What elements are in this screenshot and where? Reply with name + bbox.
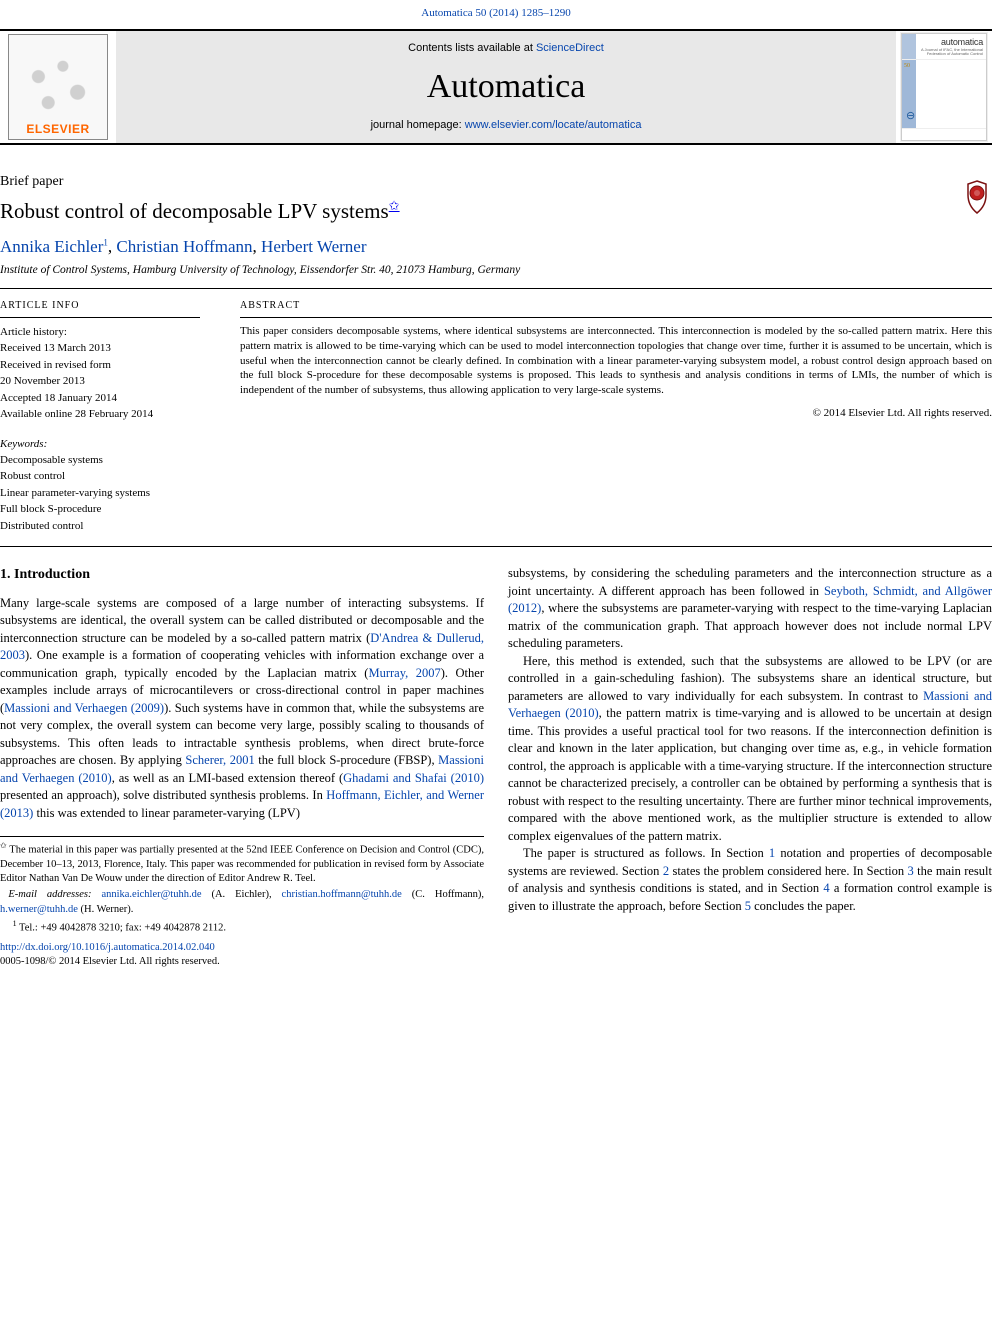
keyword: Decomposable systems	[0, 452, 200, 469]
page-header: Automatica 50 (2014) 1285–1290	[0, 0, 992, 29]
citation-link[interactable]: Scherer, 2001	[185, 753, 254, 767]
email-link[interactable]: h.werner@tuhh.de	[0, 904, 78, 915]
abstract-column: ABSTRACT This paper considers decomposab…	[240, 299, 992, 534]
text-run: presented an approach), solve distribute…	[0, 788, 326, 802]
article-history: Article history: Received 13 March 2013 …	[0, 324, 200, 423]
footnotes-block: ✩ The material in this paper was partial…	[0, 836, 484, 935]
email-who: (C. Hoffmann),	[402, 889, 484, 900]
journal-homepage-link[interactable]: www.elsevier.com/locate/automatica	[465, 119, 642, 131]
abstract-text: This paper considers decomposable system…	[240, 324, 992, 398]
body-two-column: 1. Introduction Many large-scale systems…	[0, 565, 992, 968]
rule-bottom	[0, 546, 992, 547]
text-run: Here, this method is extended, such that…	[508, 654, 992, 703]
text-run: , where the subsystems are parameter-var…	[508, 601, 992, 650]
abstract-copyright: © 2014 Elsevier Ltd. All rights reserved…	[240, 406, 992, 421]
doi-copyright: 0005-1098/© 2014 Elsevier Ltd. All right…	[0, 956, 220, 967]
text-run: concludes the paper.	[751, 899, 856, 913]
keyword: Robust control	[0, 468, 200, 485]
publisher-logo-cell: ELSEVIER	[0, 31, 116, 143]
sciencedirect-link[interactable]: ScienceDirect	[536, 42, 604, 54]
keyword: Distributed control	[0, 518, 200, 535]
email-link[interactable]: annika.eichler@tuhh.de	[101, 889, 201, 900]
intro-paragraph-1: Many large-scale systems are composed of…	[0, 595, 484, 823]
history-head: Article history:	[0, 324, 200, 341]
history-line: 20 November 2013	[0, 373, 200, 390]
article-info-head: ARTICLE INFO	[0, 299, 200, 313]
text-run: states the problem considered here. In S…	[669, 864, 907, 878]
keywords-list: Decomposable systems Robust control Line…	[0, 452, 200, 535]
journal-cover-thumb: automatica A Journal of IFAC, the Intern…	[901, 33, 987, 141]
email-who: (H. Werner).	[78, 904, 134, 915]
article-title: Robust control of decomposable LPV syste…	[0, 198, 950, 224]
citation-link[interactable]: Ghadami and Shafai (2010)	[343, 771, 484, 785]
article-info-column: ARTICLE INFO Article history: Received 1…	[0, 299, 200, 534]
article-type: Brief paper	[0, 173, 950, 192]
affiliation: Institute of Control Systems, Hamburg Un…	[0, 263, 992, 279]
title-footnote-mark[interactable]: ✩	[389, 198, 400, 213]
author-link-1[interactable]: Annika Eichler	[0, 237, 103, 256]
doi-link[interactable]: http://dx.doi.org/10.1016/j.automatica.2…	[0, 942, 215, 953]
author-link-2[interactable]: Christian Hoffmann	[116, 237, 252, 256]
elsevier-tree-logo: ELSEVIER	[8, 34, 108, 140]
journal-homepage-line: journal homepage: www.elsevier.com/locat…	[371, 118, 642, 133]
text-run: the full block S-procedure (FBSP),	[255, 753, 438, 767]
section-1-heading: 1. Introduction	[0, 565, 484, 585]
footnote-2-text: Tel.: +49 4042878 3210; fax: +49 4042878…	[19, 922, 226, 933]
doi-block: http://dx.doi.org/10.1016/j.automatica.2…	[0, 941, 484, 968]
homepage-prefix: journal homepage:	[371, 119, 465, 131]
rule-abs	[240, 317, 992, 318]
cover-badge: 50	[904, 62, 910, 70]
cover-cell: automatica A Journal of IFAC, the Intern…	[896, 31, 992, 143]
banner-center: Contents lists available at ScienceDirec…	[116, 31, 896, 143]
email-who: (A. Eichler),	[202, 889, 282, 900]
crossmark-icon[interactable]	[962, 179, 992, 215]
citation-link[interactable]: Massioni and Verhaegen (2009)	[4, 701, 164, 715]
rule-meta	[0, 317, 200, 318]
col2-paragraph-1: subsystems, by considering the schedulin…	[508, 565, 992, 653]
footnote-mark-star: ✩	[0, 841, 7, 850]
elsevier-wordmark: ELSEVIER	[26, 121, 89, 139]
journal-title: Automatica	[427, 64, 586, 110]
issue-link[interactable]: Automatica 50 (2014) 1285–1290	[421, 7, 570, 19]
contents-available-prefix: Contents lists available at	[408, 42, 536, 54]
history-line: Accepted 18 January 2014	[0, 390, 200, 407]
history-line: Available online 28 February 2014	[0, 406, 200, 423]
footnote-mark-1: 1	[13, 919, 17, 928]
author-link-3[interactable]: Herbert Werner	[261, 237, 366, 256]
email-link[interactable]: christian.hoffmann@tuhh.de	[282, 889, 402, 900]
text-run: , as well as an LMI-based extension ther…	[112, 771, 343, 785]
emails-label: E-mail addresses:	[8, 889, 91, 900]
keyword: Linear parameter-varying systems	[0, 485, 200, 502]
citation-link[interactable]: Murray, 2007	[368, 666, 440, 680]
keywords-head: Keywords:	[0, 437, 200, 452]
col2-paragraph-3: The paper is structured as follows. In S…	[508, 845, 992, 915]
contents-available-line: Contents lists available at ScienceDirec…	[408, 41, 604, 56]
article-title-text: Robust control of decomposable LPV syste…	[0, 199, 389, 223]
col2-paragraph-2: Here, this method is extended, such that…	[508, 653, 992, 846]
footnote-1-text: The material in this paper was partially…	[0, 845, 484, 884]
text-run: The paper is structured as follows. In S…	[523, 846, 769, 860]
journal-banner: ELSEVIER Contents lists available at Sci…	[0, 29, 992, 145]
cover-infinity-icon: ⊖	[906, 109, 915, 124]
history-line: Received in revised form	[0, 357, 200, 374]
cover-subtitle: A Journal of IFAC, the International Fed…	[905, 48, 983, 57]
abstract-head: ABSTRACT	[240, 299, 992, 313]
text-run: , the pattern matrix is time-varying and…	[508, 706, 992, 843]
authors-line: Annika Eichler1, Christian Hoffmann, Her…	[0, 236, 992, 259]
keyword: Full block S-procedure	[0, 501, 200, 518]
history-line: Received 13 March 2013	[0, 340, 200, 357]
text-run: this was extended to linear parameter-va…	[33, 806, 300, 820]
